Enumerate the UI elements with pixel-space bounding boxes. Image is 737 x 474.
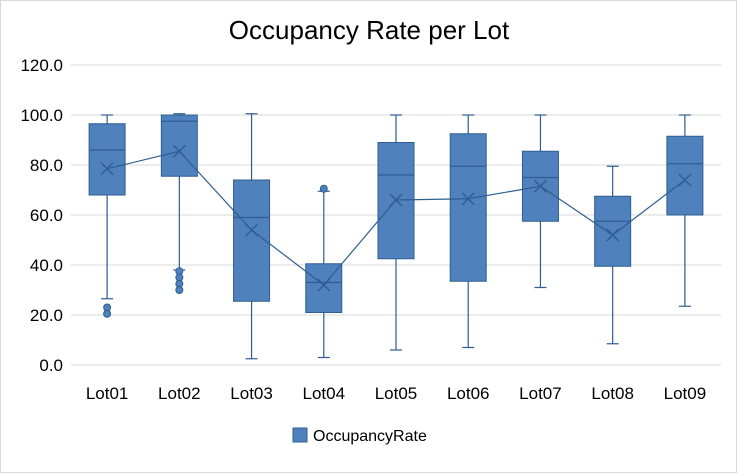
box: [305, 263, 343, 313]
box: [88, 123, 126, 196]
y-tick-label: 40.0: [30, 256, 63, 275]
whiskers: [101, 113, 691, 360]
x-tick-label: Lot02: [158, 384, 201, 403]
mean-marker: [461, 192, 475, 206]
x-tick-label: Lot04: [303, 384, 346, 403]
legend[interactable]: OccupancyRate: [292, 427, 427, 445]
box: [666, 135, 704, 216]
mean-markers: [100, 144, 692, 292]
y-axis: 0.0 20.0 40.0 60.0 80.0 100.0 120.0: [20, 56, 63, 375]
x-tick-label: Lot03: [230, 384, 273, 403]
legend-label: OccupancyRate: [313, 428, 427, 445]
y-tick-label: 80.0: [30, 156, 63, 175]
legend-swatch: [292, 427, 308, 443]
y-tick-label: 60.0: [30, 206, 63, 225]
mean-marker: [389, 193, 403, 207]
mean-marker: [317, 278, 331, 292]
y-tick-label: 20.0: [30, 306, 63, 325]
outlier-point: [175, 286, 184, 294]
x-tick-label: Lot05: [375, 384, 418, 403]
mean-marker: [606, 228, 620, 242]
x-tick-label: Lot01: [86, 384, 129, 403]
mean-marker: [172, 144, 186, 158]
mean-marker: [678, 173, 692, 187]
box: [594, 195, 632, 267]
outliers: [103, 184, 328, 318]
box: [160, 114, 198, 177]
x-tick-label: Lot08: [591, 384, 634, 403]
box: [233, 179, 271, 302]
outlier-point: [103, 309, 112, 318]
mean-marker: [100, 162, 114, 176]
outlier-point: [319, 184, 328, 193]
x-tick-label: Lot09: [664, 384, 707, 403]
x-axis-labels: Lot01 Lot02 Lot03 Lot04 Lot05 Lot06 Lot07 Lot08…: [86, 384, 706, 403]
y-tick-label: 0.0: [39, 356, 63, 375]
boxes: [88, 114, 704, 313]
mean-marker: [245, 223, 259, 237]
y-tick-label: 120.0: [20, 56, 63, 75]
x-tick-label: Lot07: [519, 384, 562, 403]
box: [449, 133, 487, 282]
x-tick-label: Lot06: [447, 384, 490, 403]
box: [377, 142, 415, 260]
mean-marker: [533, 179, 547, 193]
chart-title: Occupancy Rate per Lot: [229, 15, 510, 45]
y-tick-label: 100.0: [20, 106, 63, 125]
